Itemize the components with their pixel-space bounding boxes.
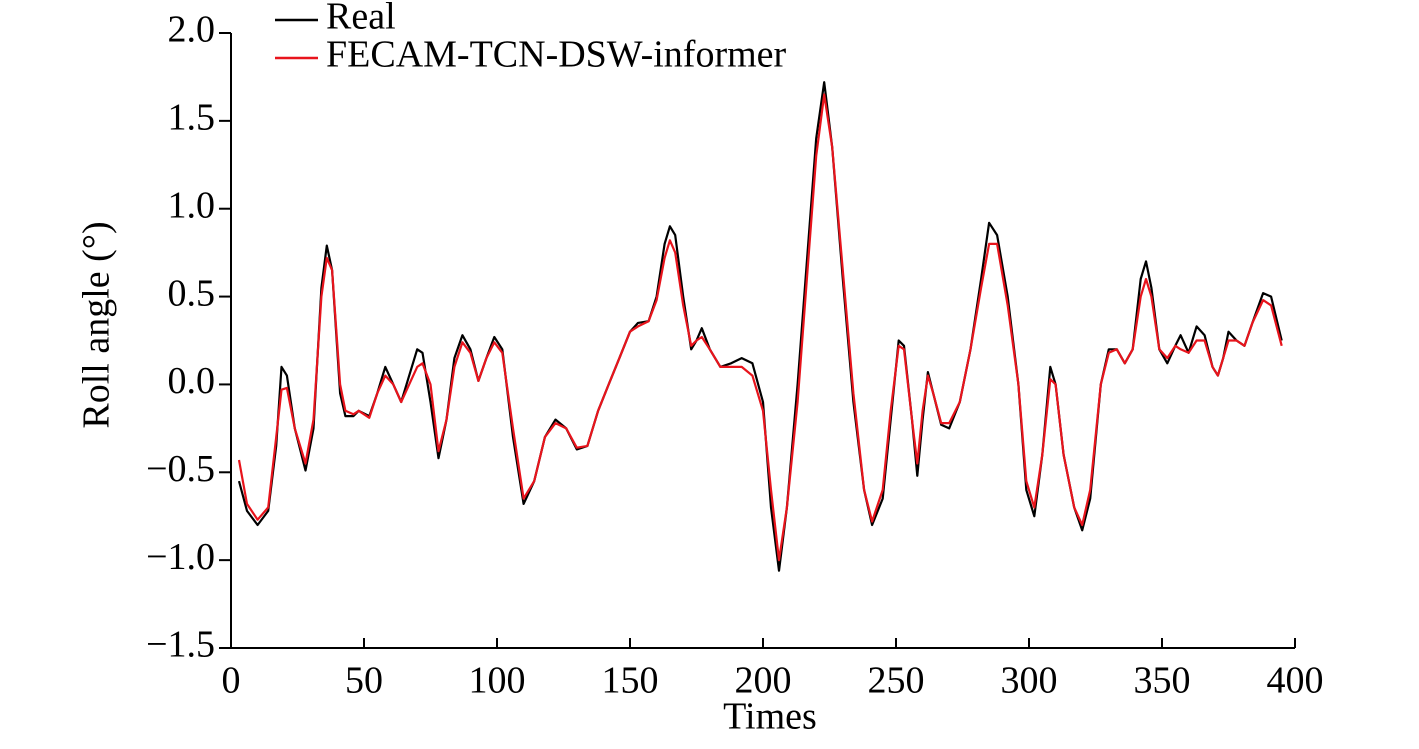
legend-label: Real <box>326 0 396 38</box>
x-tick-label: 150 <box>602 660 659 702</box>
y-tick-label: 1.5 <box>168 97 216 139</box>
legend-label: FECAM-TCN-DSW-informer <box>326 34 787 76</box>
line-series <box>237 81 1283 572</box>
y-axis-label: Roll angle (°) <box>76 221 118 428</box>
x-tick-label: 200 <box>735 660 792 702</box>
y-tick-label: 2.0 <box>168 9 216 51</box>
y-tick-label: −1.0 <box>146 536 215 578</box>
x-axis-label: Times <box>723 696 817 738</box>
x-tick-label: 0 <box>222 660 241 702</box>
x-tick-label: 350 <box>1134 660 1191 702</box>
y-tick-label: 0.0 <box>168 360 216 402</box>
x-tick-label: 100 <box>469 660 526 702</box>
y-tick-label: −1.5 <box>146 624 215 666</box>
x-tick-label: 300 <box>1001 660 1058 702</box>
x-tick-label: 400 <box>1267 660 1324 702</box>
y-tick-label: 0.5 <box>168 272 216 314</box>
x-tick-label: 250 <box>868 660 925 702</box>
x-tick-label: 50 <box>345 660 383 702</box>
y-tick-label: −0.5 <box>146 448 215 490</box>
y-tick-label: 1.0 <box>168 184 216 226</box>
line-series <box>237 93 1283 562</box>
